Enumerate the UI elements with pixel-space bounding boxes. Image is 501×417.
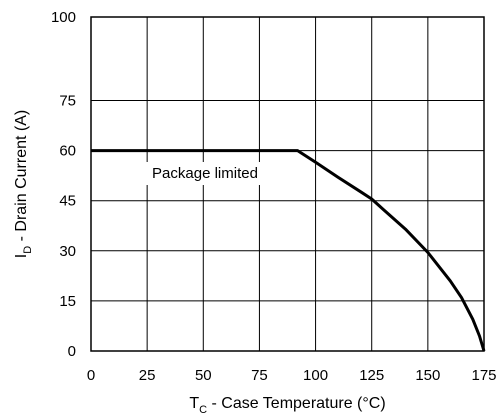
series-line [91,149,486,352]
x-tick-labels: 0 25 50 75 100 125 150 175 [87,367,497,384]
x-axis-title-subscript: C [199,404,207,416]
y-tick-label: 60 [59,143,76,160]
x-axis-title-main: T [189,395,199,412]
y-axis-title-main: I [13,254,30,258]
y-tick-labels: 0 15 30 45 60 75 100 [51,9,76,360]
x-tick-label: 25 [139,367,156,384]
x-tick-label: 75 [251,367,268,384]
x-tick-label: 150 [415,367,440,384]
y-tick-label: 45 [59,193,76,210]
x-tick-label: 175 [471,367,496,384]
annotation-background [137,162,273,185]
y-tick-label: 100 [51,9,76,26]
x-tick-label: 100 [303,367,328,384]
y-axis-title: ID - Drain Current (A) [13,110,34,258]
x-tick-label: 0 [87,367,95,384]
y-tick-label: 0 [68,343,76,360]
y-tick-label: 15 [59,293,76,310]
x-axis-title-rest: - Case Temperature (°C) [207,395,386,412]
y-axis-title-subscript: D [22,246,34,254]
annotation-package-limited: Package limited [152,165,258,182]
plot-frame [90,16,485,352]
y-axis-title-rest: - Drain Current (A) [13,110,30,246]
y-tick-label: 75 [59,93,76,110]
x-axis-title: TC - Case Temperature (°C) [189,395,385,416]
x-tick-label: 125 [359,367,384,384]
y-tick-label: 30 [59,243,76,260]
x-tick-label: 50 [195,367,212,384]
